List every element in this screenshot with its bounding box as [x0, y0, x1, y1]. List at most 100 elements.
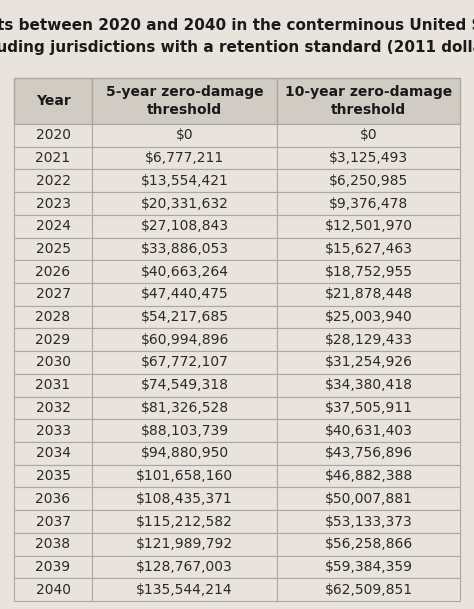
Text: $20,331,632: $20,331,632 — [141, 197, 228, 211]
Bar — [14, 147, 92, 169]
Text: $115,212,582: $115,212,582 — [136, 515, 233, 529]
Text: $3,125,493: $3,125,493 — [329, 151, 408, 165]
Bar — [14, 192, 92, 215]
Bar — [277, 328, 460, 351]
Text: $0: $0 — [176, 128, 193, 143]
Bar — [92, 283, 277, 306]
Text: $40,663,264: $40,663,264 — [141, 265, 228, 279]
Text: $43,756,896: $43,756,896 — [325, 446, 413, 460]
Text: 2024: 2024 — [36, 219, 71, 233]
Text: $6,250,985: $6,250,985 — [329, 174, 408, 188]
Bar — [14, 283, 92, 306]
Bar — [277, 465, 460, 487]
Bar — [14, 579, 92, 601]
Bar — [92, 147, 277, 169]
Bar — [277, 396, 460, 419]
Bar — [92, 260, 277, 283]
Text: $25,003,940: $25,003,940 — [325, 310, 412, 324]
Text: 2032: 2032 — [36, 401, 71, 415]
Text: 10-year zero-damage
threshold: 10-year zero-damage threshold — [285, 85, 452, 117]
Bar — [277, 306, 460, 328]
Text: $121,989,792: $121,989,792 — [136, 537, 233, 551]
Text: $60,994,896: $60,994,896 — [140, 333, 229, 347]
Bar — [277, 351, 460, 374]
Text: $128,767,003: $128,767,003 — [136, 560, 233, 574]
Text: $21,878,448: $21,878,448 — [325, 287, 413, 301]
Text: 5-year zero-damage
threshold: 5-year zero-damage threshold — [106, 85, 264, 117]
Text: 2036: 2036 — [36, 492, 71, 506]
Bar — [14, 124, 92, 147]
Text: Benefits between 2020 and 2040 in the conterminous United States,: Benefits between 2020 and 2040 in the co… — [0, 18, 474, 33]
Bar — [92, 328, 277, 351]
Text: $0: $0 — [360, 128, 377, 143]
Text: 2021: 2021 — [36, 151, 71, 165]
Text: 2028: 2028 — [36, 310, 71, 324]
Bar — [92, 374, 277, 396]
Bar — [277, 374, 460, 396]
Text: $9,376,478: $9,376,478 — [329, 197, 408, 211]
Text: $27,108,843: $27,108,843 — [141, 219, 228, 233]
Bar — [14, 215, 92, 238]
Bar — [277, 533, 460, 555]
Bar — [92, 579, 277, 601]
Bar — [14, 510, 92, 533]
Text: $37,505,911: $37,505,911 — [325, 401, 412, 415]
Bar — [92, 215, 277, 238]
Bar — [92, 487, 277, 510]
Text: $33,886,053: $33,886,053 — [141, 242, 228, 256]
Text: $28,129,433: $28,129,433 — [325, 333, 412, 347]
Text: 2038: 2038 — [36, 537, 71, 551]
Bar — [14, 260, 92, 283]
Bar — [92, 169, 277, 192]
Bar — [14, 78, 92, 124]
Bar — [14, 238, 92, 260]
Text: $15,627,463: $15,627,463 — [325, 242, 412, 256]
Bar — [14, 396, 92, 419]
Text: 2035: 2035 — [36, 469, 71, 483]
Bar — [277, 192, 460, 215]
Text: $108,435,371: $108,435,371 — [136, 492, 233, 506]
Bar — [92, 192, 277, 215]
Bar — [92, 442, 277, 465]
Bar — [14, 306, 92, 328]
Text: $135,544,214: $135,544,214 — [137, 583, 233, 597]
Text: 2029: 2029 — [36, 333, 71, 347]
Text: $50,007,881: $50,007,881 — [325, 492, 412, 506]
Text: 2022: 2022 — [36, 174, 71, 188]
Bar — [92, 555, 277, 579]
Text: 2020: 2020 — [36, 128, 71, 143]
Bar — [92, 465, 277, 487]
Bar — [277, 147, 460, 169]
Bar — [92, 396, 277, 419]
Text: $34,380,418: $34,380,418 — [325, 378, 412, 392]
Bar — [92, 306, 277, 328]
Text: $13,554,421: $13,554,421 — [141, 174, 228, 188]
Text: $12,501,970: $12,501,970 — [325, 219, 412, 233]
Bar — [277, 510, 460, 533]
Text: 2023: 2023 — [36, 197, 71, 211]
Bar — [277, 555, 460, 579]
Text: 2040: 2040 — [36, 583, 71, 597]
Text: $47,440,475: $47,440,475 — [141, 287, 228, 301]
Bar — [277, 78, 460, 124]
Text: 2027: 2027 — [36, 287, 71, 301]
Text: 2031: 2031 — [36, 378, 71, 392]
Text: $94,880,950: $94,880,950 — [140, 446, 228, 460]
Text: $40,631,403: $40,631,403 — [325, 424, 412, 438]
Bar — [14, 555, 92, 579]
Text: $88,103,739: $88,103,739 — [140, 424, 228, 438]
Text: $62,509,851: $62,509,851 — [325, 583, 413, 597]
Bar — [277, 579, 460, 601]
Text: 2025: 2025 — [36, 242, 71, 256]
Text: $81,326,528: $81,326,528 — [140, 401, 228, 415]
Bar — [14, 533, 92, 555]
Text: $18,752,955: $18,752,955 — [325, 265, 412, 279]
Bar — [14, 374, 92, 396]
Bar — [92, 238, 277, 260]
Bar — [277, 487, 460, 510]
Bar — [14, 419, 92, 442]
Text: $74,549,318: $74,549,318 — [141, 378, 228, 392]
Text: $6,777,211: $6,777,211 — [145, 151, 224, 165]
Bar — [92, 351, 277, 374]
Bar — [277, 419, 460, 442]
